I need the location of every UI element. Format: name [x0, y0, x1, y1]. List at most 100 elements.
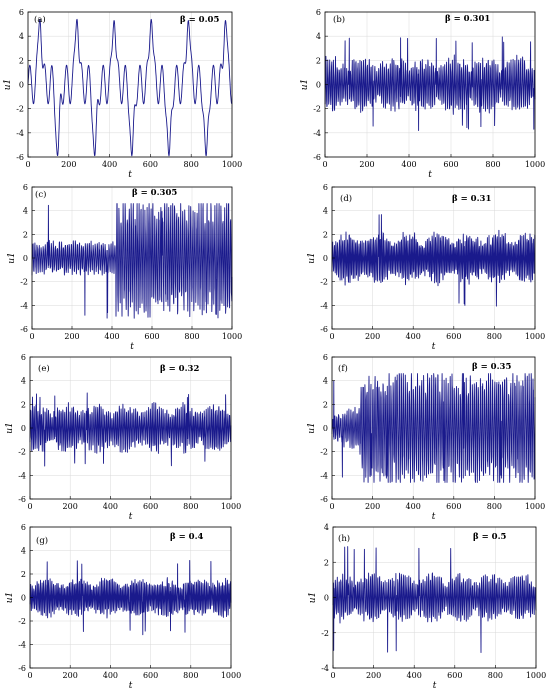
beta-label: β = 0.5 [473, 532, 507, 542]
panel-b: 0 200 400 600 800 1000 -6 -4 -2 0 2 4 6 t u1 (b) β = 0.3… [300, 8, 545, 180]
panel-g: 0 200 400 600 800 1000 -6 -4 -2 0 2 4 6 t u1 (g) β = 0.4 [5, 523, 241, 691]
y-tick-label: 6 [21, 353, 26, 362]
x-tick-label: 200 [61, 160, 76, 169]
y-tick-label: 0 [316, 81, 321, 90]
x-tick-label: 1000 [222, 160, 242, 169]
y-axis-label: u1 [307, 252, 317, 264]
x-tick-label: 0 [330, 671, 335, 680]
x-tick-label: 200 [64, 332, 79, 341]
panel-c: 0 200 400 600 800 1000 -6 -4 -2 0 2 4 6 t u1 (c) β = 0.3… [7, 183, 242, 352]
x-tick-label: 200 [365, 502, 380, 511]
y-tick-label: -4 [18, 471, 26, 480]
x-tick-label: 600 [443, 160, 458, 169]
y-tick-label: 6 [316, 8, 321, 17]
panel-tag: (b) [333, 14, 345, 25]
x-tick-label: 0 [329, 332, 334, 341]
x-tick-label: 1000 [221, 671, 241, 680]
x-tick-label: 200 [359, 160, 374, 169]
y-axis-label: u1 [300, 79, 310, 91]
y-tick-label: -4 [20, 301, 28, 310]
series-line [27, 18, 233, 157]
y-tick-label: 6 [21, 523, 26, 532]
x-axis-label: t [432, 512, 436, 522]
y-tick-label: 4 [21, 377, 26, 386]
y-tick-label: 2 [316, 56, 321, 65]
panel-a: 0 200 400 600 800 1000 -6 -4 -2 0 2 4 6 t u1 (a) β = 0.0… [3, 8, 242, 180]
y-tick-label: 0 [23, 254, 28, 263]
x-tick-label: 400 [103, 671, 118, 680]
x-tick-label: 400 [407, 671, 422, 680]
y-tick-label: 0 [324, 594, 329, 603]
y-tick-label: 6 [23, 183, 28, 192]
x-tick-label: 600 [446, 332, 461, 341]
series-line [331, 373, 536, 483]
x-tick-label: 0 [27, 502, 32, 511]
y-tick-label: 4 [21, 547, 26, 556]
beta-label: β = 0.305 [132, 188, 177, 198]
y-tick-label: -2 [320, 278, 328, 287]
x-axis-label: t [128, 170, 132, 180]
y-tick-label: -4 [313, 129, 321, 138]
y-tick-label: -6 [18, 495, 26, 504]
y-tick-label: 6 [323, 183, 328, 192]
y-tick-label: 4 [323, 377, 328, 386]
y-tick-label: -2 [20, 278, 28, 287]
y-axis-label: u1 [7, 252, 17, 264]
y-tick-label: 6 [19, 8, 24, 17]
x-tick-label: 200 [365, 332, 380, 341]
panel-tag: (f) [338, 363, 348, 374]
series-line [29, 392, 232, 467]
x-tick-label: 400 [103, 502, 118, 511]
x-tick-label: 400 [401, 160, 416, 169]
y-tick-label: 0 [21, 424, 26, 433]
panel-f: 0 200 400 600 800 1000 -6 -4 -2 0 2 4 6 t u1 (f) β = 0.3… [307, 353, 545, 522]
y-tick-label: 4 [23, 207, 28, 216]
x-tick-label: 1000 [222, 332, 242, 341]
x-axis-label: t [129, 681, 133, 691]
x-tick-label: 400 [102, 160, 117, 169]
y-tick-label: 0 [19, 81, 24, 90]
beta-label: β = 0.32 [160, 364, 199, 374]
x-tick-label: 800 [183, 502, 198, 511]
x-tick-label: 400 [406, 332, 421, 341]
y-axis-label: u1 [5, 422, 15, 434]
beta-label: β = 0.35 [472, 362, 511, 372]
x-tick-label: 1000 [525, 502, 545, 511]
y-axis-label: u1 [3, 79, 13, 91]
y-tick-label: 2 [323, 230, 328, 239]
panel-tag: (d) [340, 193, 352, 204]
y-tick-label: -2 [313, 105, 321, 114]
panel-e: 0 200 400 600 800 1000 -6 -4 -2 0 2 4 6 t u1 (e) β = 0.3… [5, 353, 241, 522]
y-axis-label: u1 [307, 422, 317, 434]
y-axis-label: u1 [308, 592, 318, 604]
x-tick-label: 600 [144, 332, 159, 341]
x-tick-label: 800 [488, 671, 503, 680]
x-tick-label: 200 [63, 671, 78, 680]
x-tick-label: 0 [29, 332, 34, 341]
y-tick-label: 2 [23, 230, 28, 239]
x-tick-label: 600 [446, 502, 461, 511]
y-tick-label: -6 [20, 325, 28, 334]
y-tick-label: 4 [324, 523, 329, 532]
x-axis-label: t [129, 512, 133, 522]
panel-tag: (h) [338, 533, 350, 544]
y-tick-label: 2 [323, 400, 328, 409]
x-axis-label: t [428, 170, 432, 180]
x-tick-label: 0 [25, 160, 30, 169]
panel-d: 0 200 400 600 800 1000 -6 -4 -2 0 2 4 6 t u1 (d) β = 0.3… [307, 183, 545, 352]
y-tick-label: -6 [18, 664, 26, 673]
x-tick-label: 1000 [221, 502, 241, 511]
y-tick-label: -4 [321, 664, 329, 673]
x-tick-label: 800 [487, 502, 502, 511]
x-tick-label: 200 [63, 502, 78, 511]
y-tick-label: 4 [316, 32, 321, 41]
y-tick-label: 4 [323, 207, 328, 216]
x-tick-label: 0 [27, 671, 32, 680]
beta-label: β = 0.301 [445, 14, 490, 24]
y-tick-label: 2 [19, 56, 24, 65]
x-tick-label: 800 [184, 332, 199, 341]
x-tick-label: 600 [447, 671, 462, 680]
y-tick-label: -2 [18, 448, 26, 457]
y-tick-label: 4 [19, 32, 24, 41]
